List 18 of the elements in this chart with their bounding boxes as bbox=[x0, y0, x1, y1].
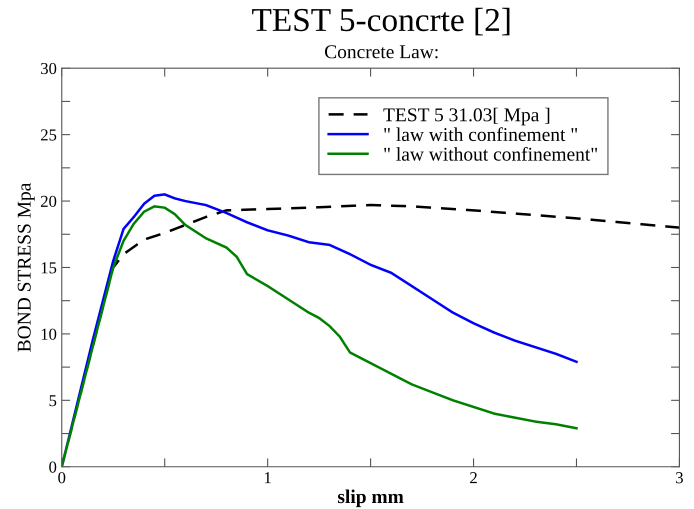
chart-subtitle: Concrete Law: bbox=[325, 45, 438, 58]
legend-label: TEST 5 31.03[ Mpa ] bbox=[383, 108, 550, 126]
y-tick-label: 15 bbox=[42, 262, 56, 274]
x-axis-title: slip mm bbox=[338, 490, 404, 508]
y-tick-label: 20 bbox=[40, 196, 56, 207]
y-tick-label: 5 bbox=[50, 395, 56, 406]
y-axis-title: BOND STRESS Mpa bbox=[18, 182, 35, 352]
x-tick-label: 0 bbox=[58, 472, 66, 484]
y-tick-label: 25 bbox=[40, 129, 56, 141]
legend-label: " law with confinement " bbox=[384, 127, 578, 142]
x-tick-label: 1 bbox=[264, 472, 271, 484]
x-tick-label: 3 bbox=[676, 472, 683, 484]
legend-label: " law without confinement" bbox=[384, 146, 598, 161]
y-tick-label: 0 bbox=[49, 461, 56, 473]
y-tick-label: 10 bbox=[42, 328, 56, 340]
y-tick-label: 30 bbox=[41, 62, 56, 74]
x-tick-label: 2 bbox=[470, 472, 477, 484]
chart-title: TEST 5-concrte [2] bbox=[252, 8, 510, 36]
